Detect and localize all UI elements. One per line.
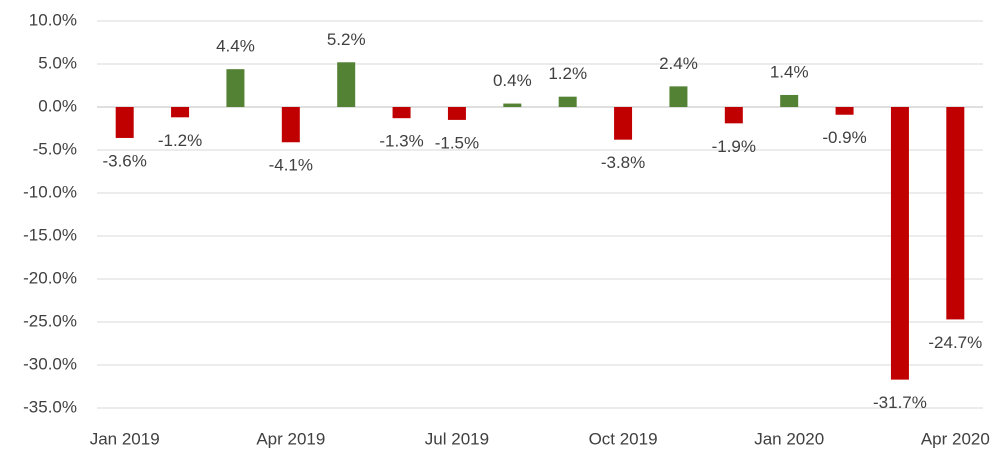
y-tick-label: -30.0% (23, 354, 77, 373)
y-tick-label: -10.0% (23, 182, 77, 201)
x-tick-label: Jan 2019 (90, 429, 160, 448)
data-label: -0.9% (822, 128, 866, 147)
bar (226, 69, 245, 107)
bar (890, 107, 909, 380)
x-tick-label: Oct 2019 (589, 429, 658, 448)
x-tick-label: Jul 2019 (425, 429, 489, 448)
y-tick-label: -20.0% (23, 268, 77, 287)
bar (614, 107, 633, 140)
bar (392, 107, 411, 119)
bar (946, 107, 965, 320)
data-label: 5.2% (327, 30, 366, 49)
bar (669, 86, 688, 107)
data-label: -1.2% (158, 131, 202, 150)
data-label: 2.4% (659, 54, 698, 73)
data-label: -1.9% (712, 137, 756, 156)
y-tick-label: -25.0% (23, 311, 77, 330)
bar (558, 96, 577, 107)
bar (337, 62, 356, 107)
bar (171, 107, 190, 118)
data-label: -31.7% (873, 393, 927, 412)
bar (447, 107, 466, 120)
data-label: -4.1% (269, 156, 313, 175)
bar (724, 107, 743, 124)
data-label: 1.4% (770, 62, 809, 81)
x-tick-label: Apr 2020 (921, 429, 990, 448)
data-label: -3.8% (601, 153, 645, 172)
y-tick-label: 0.0% (38, 96, 77, 115)
bar (503, 103, 522, 107)
bar (780, 94, 799, 107)
x-tick-label: Jan 2020 (754, 429, 824, 448)
y-tick-label: 10.0% (29, 10, 77, 29)
data-label: 0.4% (493, 71, 532, 90)
data-label: -1.5% (435, 133, 479, 152)
bar (115, 107, 134, 138)
bar (835, 107, 854, 115)
data-label: 1.2% (548, 64, 587, 83)
data-label: 4.4% (216, 37, 255, 56)
y-tick-label: -5.0% (33, 139, 77, 158)
data-label: -24.7% (928, 333, 982, 352)
bar (281, 107, 300, 143)
data-label: -3.6% (102, 151, 146, 170)
data-label: -1.3% (379, 132, 423, 151)
y-tick-label: -35.0% (23, 397, 77, 416)
y-tick-label: -15.0% (23, 225, 77, 244)
x-tick-label: Apr 2019 (256, 429, 325, 448)
y-tick-label: 5.0% (38, 53, 77, 72)
